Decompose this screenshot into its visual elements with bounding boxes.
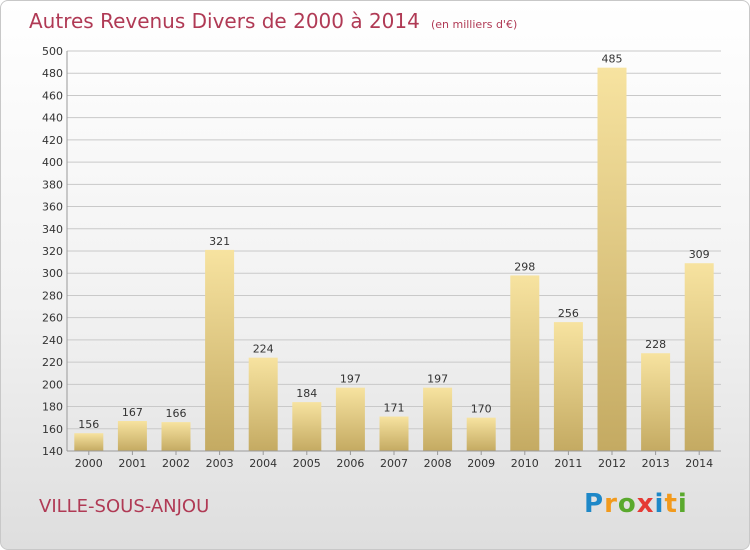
y-tick-label: 400: [42, 156, 63, 169]
data-label: 256: [558, 307, 579, 320]
bar: [553, 322, 583, 451]
y-tick-label: 180: [42, 401, 63, 414]
brand-letter: t: [664, 489, 678, 519]
y-tick-label: 220: [42, 356, 63, 369]
x-tick-label: 2009: [467, 457, 495, 470]
bar: [335, 387, 365, 451]
y-tick-label: 260: [42, 312, 63, 325]
title-row: Autres Revenus Divers de 2000 à 2014 (en…: [29, 9, 517, 33]
data-label: 184: [296, 387, 317, 400]
y-tick-label: 200: [42, 378, 63, 391]
y-tick-label: 420: [42, 134, 63, 147]
y-tick-label: 360: [42, 201, 63, 214]
bar: [597, 67, 627, 452]
x-tick-label: 2008: [424, 457, 452, 470]
data-label: 485: [602, 53, 623, 66]
brand-logo: Proxiti: [584, 489, 688, 519]
data-label: 197: [340, 373, 361, 386]
data-label: 171: [384, 402, 405, 415]
data-label: 309: [689, 248, 710, 261]
y-tick-label: 380: [42, 178, 63, 191]
x-tick-label: 2006: [336, 457, 364, 470]
bar: [510, 275, 540, 451]
y-tick-label: 140: [42, 445, 63, 458]
place-name: VILLE-SOUS-ANJOU: [39, 496, 210, 517]
x-tick-label: 2005: [293, 457, 321, 470]
bar: [379, 416, 409, 451]
data-label: 170: [471, 403, 492, 416]
bar: [641, 353, 671, 451]
y-tick-label: 280: [42, 289, 63, 302]
y-tick-label: 440: [42, 112, 63, 125]
bar: [684, 263, 714, 451]
brand-letter: r: [604, 489, 618, 519]
data-label: 298: [514, 260, 535, 273]
bar: [423, 387, 453, 451]
brand-letter: i: [677, 489, 688, 519]
bar: [161, 422, 191, 451]
data-label: 167: [122, 406, 143, 419]
x-tick-label: 2013: [642, 457, 670, 470]
x-tick-label: 2002: [162, 457, 190, 470]
y-tick-label: 160: [42, 423, 63, 436]
data-label: 228: [645, 338, 666, 351]
y-tick-label: 300: [42, 267, 63, 280]
x-tick-label: 2010: [511, 457, 539, 470]
data-label: 224: [253, 343, 274, 356]
y-tick-label: 240: [42, 334, 63, 347]
chart-subtitle: (en milliers d'€): [430, 18, 518, 31]
y-tick-label: 340: [42, 223, 63, 236]
bar: [292, 402, 322, 451]
data-label: 156: [78, 418, 99, 431]
data-label: 197: [427, 373, 448, 386]
x-tick-label: 2001: [118, 457, 146, 470]
x-tick-label: 2011: [554, 457, 582, 470]
brand-letter: P: [584, 489, 605, 519]
data-label: 166: [166, 407, 187, 420]
brand-letter: i: [654, 489, 665, 519]
x-tick-label: 2007: [380, 457, 408, 470]
x-tick-label: 2014: [685, 457, 713, 470]
bar: [205, 249, 235, 451]
bar: [248, 357, 278, 451]
bar: [466, 417, 496, 451]
x-tick-label: 2003: [206, 457, 234, 470]
data-label: 321: [209, 235, 230, 248]
brand-letter: x: [636, 489, 655, 519]
chart-title: Autres Revenus Divers de 2000 à 2014: [29, 9, 420, 33]
x-tick-label: 2012: [598, 457, 626, 470]
bar: [74, 433, 104, 451]
x-tick-label: 2000: [75, 457, 103, 470]
axes: 140 160 180 200 220 240 260 280 300 320 340 360 380 4…: [42, 45, 721, 470]
y-tick-label: 480: [42, 67, 63, 80]
y-tick-label: 500: [42, 45, 63, 58]
brand-letter: o: [617, 489, 637, 519]
x-tick-label: 2004: [249, 457, 277, 470]
bar: [117, 421, 147, 451]
y-tick-label: 320: [42, 245, 63, 258]
bars: [74, 67, 714, 452]
y-tick-label: 460: [42, 89, 63, 102]
